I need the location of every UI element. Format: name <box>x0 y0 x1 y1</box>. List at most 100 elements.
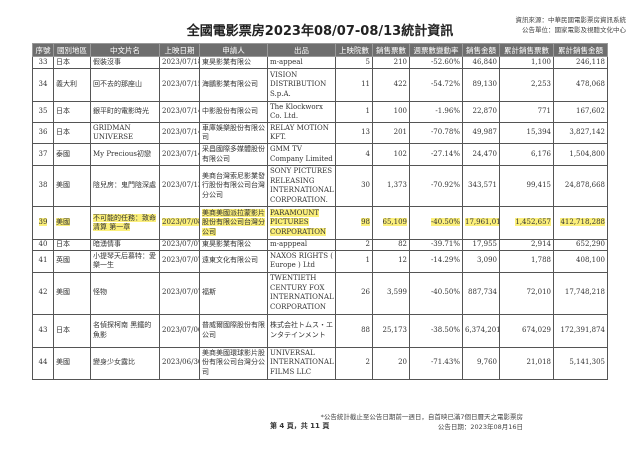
cell-applicant: 車庫娛樂股份有限公司 <box>199 122 268 144</box>
cell-text: NAXOS RIGHTS ( Europe ) Ltd <box>270 251 333 270</box>
cell-text: 假裝沒事 <box>93 57 121 66</box>
cell-country: 美國 <box>53 346 91 380</box>
cell-revenue: 343,571 <box>462 165 500 207</box>
cell-title: 小提琴天后慕特：愛樂一生 <box>90 249 160 273</box>
cell-applicant: 遠東文化有限公司 <box>199 249 268 273</box>
cell-producer: VISION DISTRIBUTION S.p.A. <box>267 68 336 102</box>
cell-text: 22,870 <box>472 107 498 116</box>
cell-text: 42 <box>38 288 48 297</box>
cell-text: -14.29% <box>430 256 460 265</box>
cell-text: GRIDMAN UNIVERSE <box>93 123 134 142</box>
cell-change: -71.43% <box>409 346 463 380</box>
cell-text: 車庫娛樂股份有限公司 <box>202 123 265 142</box>
footnote: *公告統計截止至公告日期前一週日，自首映已滿7個日曆天之電影票房 公告日期：20… <box>321 412 523 432</box>
cell-theaters: 13 <box>335 122 373 144</box>
cell-theaters: 2 <box>335 346 373 380</box>
cell-cum-tickets: 6,176 <box>499 143 554 166</box>
column-header: 中文片名 <box>90 43 160 57</box>
cell-text: 2023/07/07 <box>162 240 200 248</box>
cell-no: 41 <box>32 249 54 273</box>
table-row: 34 義大利 回不去的那座山 2023/07/15 海鵬影業有限公司 VISION DIS… <box>32 68 608 102</box>
table-row: 36 日本 GRIDMAN UNIVERSE 2023/07/14 車庫娛樂股份有限公司… <box>32 122 608 144</box>
cell-title: 變身少女露比 <box>90 346 160 380</box>
cell-text: 3,827,142 <box>569 128 605 137</box>
cell-date: 2023/07/06 <box>159 313 200 348</box>
cell-text: 3,090 <box>476 256 497 265</box>
cell-tickets: 20 <box>372 346 410 380</box>
cell-date: 2023/07/07 <box>159 249 200 273</box>
cell-cum-tickets: 15,394 <box>499 122 554 144</box>
cell-text: 43 <box>38 325 48 334</box>
cell-title: 不可能的任務：致命清算 第一章 <box>90 206 160 240</box>
cell-cum-tickets: 674,029 <box>499 313 554 348</box>
cell-theaters: 30 <box>335 165 373 207</box>
cell-country: 美國 <box>53 271 91 315</box>
cell-text: 2,253 <box>530 80 551 89</box>
table-row: 44 美國 變身少女露比 2023/06/30 美商美國環球影片股份有限公司台灣分公司 U… <box>32 346 608 380</box>
cell-text: 37 <box>38 149 48 158</box>
column-header: 申請人 <box>199 43 268 57</box>
cell-text: 65,109 <box>382 218 407 227</box>
cell-cum-revenue: 5,141,305 <box>553 346 608 380</box>
cell-text: 1,452,657 <box>515 218 551 227</box>
cell-text: -39.71% <box>430 240 460 248</box>
cell-applicant: 美商美國環球影片股份有限公司台灣分公司 <box>199 346 268 380</box>
cell-text: 2023/07/14 <box>162 149 200 158</box>
cell-tickets: 210 <box>372 56 410 69</box>
cell-text: 2023/07/13 <box>162 181 200 190</box>
cell-no: 44 <box>32 346 54 380</box>
cell-text: -70.78% <box>430 128 460 137</box>
cell-text: 1,373 <box>386 181 407 190</box>
cell-cum-revenue: 478,068 <box>553 68 608 102</box>
cell-text: 3,599 <box>386 288 407 297</box>
cell-revenue: 24,470 <box>462 143 500 166</box>
cell-country: 美國 <box>53 165 91 207</box>
table-row: 33 日本 假裝沒事 2023/07/18 東昊影業有限公 m-appeal 5 210 -52… <box>32 56 608 69</box>
cell-text: PARAMOUNT PICTURES CORPORATION <box>270 208 327 236</box>
cell-text: 36 <box>38 128 48 137</box>
cell-revenue: 46,840 <box>462 56 500 69</box>
cell-no: 33 <box>32 56 54 69</box>
cell-text: 中影股份有限公司 <box>202 107 258 116</box>
cell-text: 5 <box>365 57 370 66</box>
cell-theaters: 1 <box>335 249 373 273</box>
cell-text: TWENTIETH CENTURY FOX INTERNATIONAL CORP… <box>270 274 334 311</box>
cell-date: 2023/07/08 <box>159 206 200 240</box>
cell-applicant: 美商美國派拉蒙影片股份有限公司台灣分公司 <box>199 206 268 240</box>
cell-tickets: 1,373 <box>372 165 410 207</box>
cell-cum-revenue: 167,602 <box>553 101 608 123</box>
table-row: 35 日本 銀平町的電影時光 2023/07/14 中影股份有限公司 The Klockw… <box>32 101 608 123</box>
cell-theaters: 2 <box>335 239 373 251</box>
cell-text: 15,394 <box>526 128 552 137</box>
cell-country: 義大利 <box>53 68 91 102</box>
cell-text: 24,878,668 <box>564 181 605 190</box>
cell-applicant: 東昊影業有限公 <box>199 56 268 69</box>
cell-text: 2023/07/06 <box>162 325 200 334</box>
column-header: 國別地區 <box>53 43 91 57</box>
cell-no: 39 <box>32 206 54 240</box>
cell-text: 名偵探柯南 黑鐵的魚影 <box>93 321 152 339</box>
cell-cum-revenue: 246,118 <box>553 56 608 69</box>
cell-text: 日本 <box>56 240 70 248</box>
cell-title: 暗湧情事 <box>90 239 160 251</box>
page-number: 第 4 頁，共 11 頁 <box>270 422 330 430</box>
cell-producer: NAXOS RIGHTS ( Europe ) Ltd <box>267 249 336 273</box>
cell-applicant: 福斯 <box>199 271 268 315</box>
cell-text: 674,029 <box>522 325 551 334</box>
cell-country: 日本 <box>53 239 91 251</box>
cell-text: 英國 <box>56 256 70 265</box>
cell-text: 34 <box>38 80 48 89</box>
cell-text: 172,391,874 <box>560 325 605 334</box>
cell-text: 478,068 <box>576 80 605 89</box>
cell-theaters: 1 <box>335 101 373 123</box>
box-office-table: 序號 國別地區 中文片名 上映日期 申請人 出品 上映院數 銷售票數 週票數變動率 銷售金額 累計銷… <box>32 43 608 380</box>
cell-text: 株式会社トムス・エンタテインメント <box>270 321 333 339</box>
cell-change: -1.96% <box>409 101 463 123</box>
cell-date: 2023/06/30 <box>159 346 200 380</box>
cell-text: 35 <box>38 107 48 116</box>
cell-cum-tickets: 1,100 <box>499 56 554 69</box>
cell-cum-revenue: 172,391,874 <box>553 313 608 348</box>
cell-text: -70.92% <box>430 181 460 190</box>
cell-change: -40.50% <box>409 206 463 240</box>
cell-tickets: 3,599 <box>372 271 410 315</box>
